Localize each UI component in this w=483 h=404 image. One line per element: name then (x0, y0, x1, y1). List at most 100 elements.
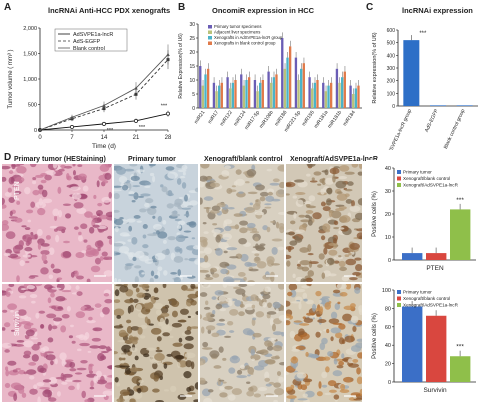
legend-swatch (208, 36, 212, 40)
cell-nucleus (29, 375, 35, 380)
cell-nucleus (56, 226, 67, 232)
cell-nucleus (72, 379, 82, 383)
cell-nucleus (215, 303, 223, 310)
cell-nucleus (118, 175, 128, 183)
cell-nucleus (265, 383, 272, 387)
cell-nucleus (69, 368, 77, 372)
cell-nucleus (212, 223, 218, 226)
cell-nucleus (132, 298, 139, 304)
cell-nucleus (137, 195, 145, 198)
cell-nucleus (174, 198, 183, 206)
y-axis-label: Relative expression(% of U6) (372, 32, 378, 103)
cell-nucleus (44, 351, 54, 354)
cell-nucleus (274, 388, 284, 396)
cell-nucleus (86, 278, 91, 282)
histology-image (286, 164, 362, 282)
cell-nucleus (333, 238, 338, 244)
cell-nucleus (255, 199, 259, 203)
cell-nucleus (311, 177, 315, 181)
cell-nucleus (75, 285, 80, 290)
cell-nucleus (27, 219, 32, 223)
cell-nucleus (22, 254, 32, 258)
cell-nucleus (300, 219, 311, 223)
cell-nucleus (306, 173, 311, 177)
cell-nucleus (153, 287, 159, 294)
cell-nucleus (338, 227, 345, 230)
cell-nucleus (14, 217, 23, 223)
cell-nucleus (216, 322, 226, 326)
cell-nucleus (306, 312, 315, 316)
cell-nucleus (154, 252, 166, 261)
cell-nucleus (96, 180, 100, 188)
cell-nucleus (330, 336, 334, 342)
cell-nucleus (146, 347, 156, 351)
legend-swatch (208, 41, 212, 45)
cell-nucleus (99, 256, 104, 261)
cell-nucleus (228, 367, 236, 374)
cell-nucleus (114, 325, 124, 329)
cell-nucleus (347, 181, 354, 186)
cell-nucleus (47, 297, 52, 304)
cell-nucleus (321, 170, 328, 173)
cell-nucleus (211, 296, 217, 300)
cell-nucleus (136, 220, 142, 223)
cell-nucleus (88, 364, 93, 372)
cell-nucleus (171, 322, 183, 328)
histology-tile-pten-2 (114, 164, 198, 282)
cell-nucleus (293, 212, 297, 219)
cell-nucleus (94, 257, 101, 265)
bar (204, 74, 207, 108)
cell-nucleus (276, 371, 282, 376)
cell-nucleus (315, 331, 321, 338)
cell-nucleus (10, 382, 22, 390)
cell-nucleus (128, 335, 134, 342)
cell-nucleus (265, 195, 275, 202)
cell-nucleus (162, 284, 167, 289)
cell-nucleus (327, 380, 337, 387)
cell-nucleus (207, 211, 216, 220)
x-tick-label: miR181b (327, 110, 344, 130)
cell-nucleus (353, 396, 357, 399)
cell-nucleus (158, 322, 163, 327)
cell-nucleus (254, 253, 260, 257)
cell-nucleus (309, 180, 318, 183)
cell-nucleus (286, 245, 295, 251)
cell-nucleus (267, 302, 272, 309)
cell-nucleus (318, 299, 322, 304)
cell-nucleus (73, 226, 79, 230)
cell-nucleus (259, 191, 269, 197)
cell-nucleus (221, 381, 227, 384)
cell-nucleus (119, 232, 130, 237)
cell-nucleus (345, 284, 352, 290)
cell-nucleus (200, 314, 203, 320)
cell-nucleus (126, 218, 136, 223)
legend-swatch (397, 296, 401, 301)
cell-nucleus (76, 367, 87, 371)
cell-nucleus (262, 225, 269, 231)
cell-nucleus (271, 247, 278, 255)
cell-nucleus (165, 166, 175, 171)
bar (338, 82, 341, 108)
cell-nucleus (321, 337, 328, 345)
cell-nucleus (144, 259, 154, 264)
cell-nucleus (76, 275, 84, 280)
cell-nucleus (144, 202, 150, 208)
cell-nucleus (93, 375, 99, 384)
y-axis-label: Positive cells (%) (372, 313, 378, 359)
panel-a-title: lncRNAi Anti-HCC PDX xenografts (48, 6, 171, 15)
cell-nucleus (272, 331, 283, 336)
cell-nucleus (244, 261, 253, 267)
cell-nucleus (210, 182, 220, 188)
cell-nucleus (292, 273, 296, 279)
cell-nucleus (202, 341, 209, 348)
cell-nucleus (131, 237, 138, 245)
legend-label: Primary tumor specimens (214, 24, 261, 29)
cell-nucleus (189, 200, 198, 206)
cell-nucleus (255, 243, 259, 251)
cell-nucleus (74, 270, 79, 277)
cell-nucleus (40, 324, 44, 329)
cell-nucleus (119, 365, 130, 368)
cell-nucleus (16, 165, 27, 174)
cell-nucleus (349, 277, 358, 281)
cell-nucleus (352, 325, 357, 332)
